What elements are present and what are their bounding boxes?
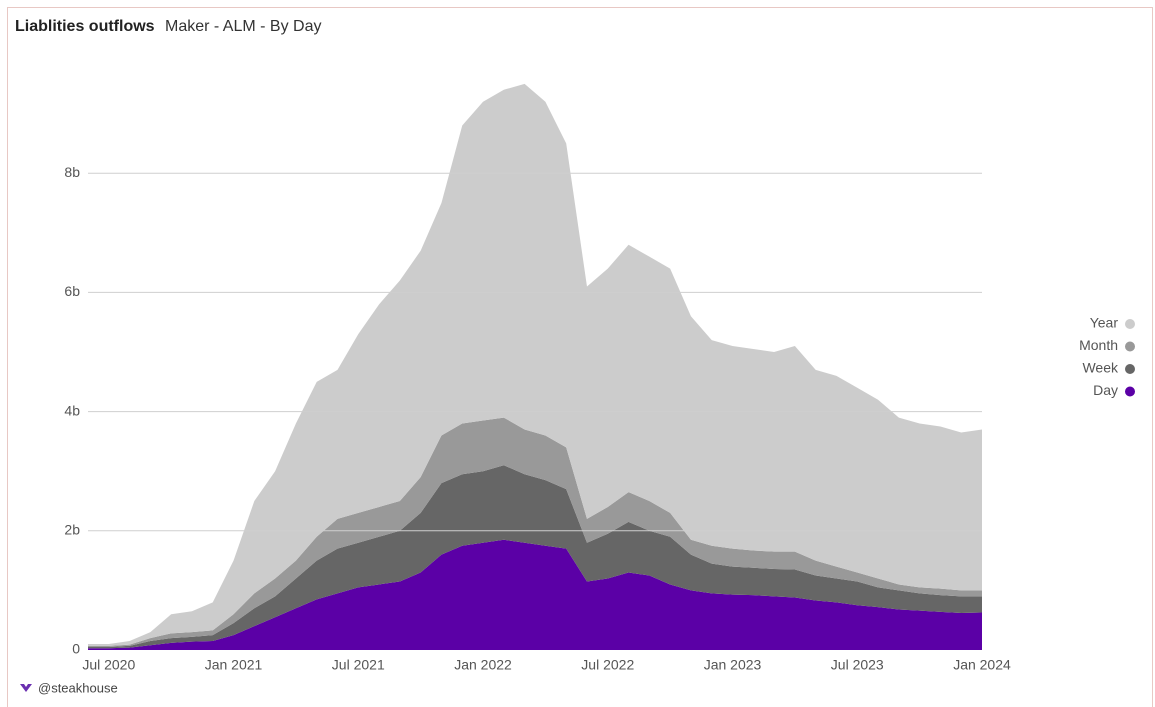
area bbox=[88, 465, 982, 649]
frame bbox=[7, 7, 1153, 707]
y-tick-label: 2b bbox=[64, 522, 80, 538]
logo bbox=[20, 684, 32, 692]
legend-label: Year bbox=[1090, 315, 1119, 331]
x-tick-label: Jul 2021 bbox=[332, 657, 385, 673]
legend-swatch bbox=[1125, 386, 1135, 397]
legend-swatch bbox=[1125, 364, 1135, 374]
chart-subtitle: Maker - ALM - By Day bbox=[165, 18, 321, 35]
x-tick-label: Jan 2021 bbox=[205, 657, 263, 673]
x-tick-label: Jul 2022 bbox=[581, 657, 634, 673]
area bbox=[88, 417, 982, 648]
y-tick-label: 4b bbox=[64, 402, 80, 418]
area bbox=[88, 539, 982, 650]
y-tick-label: 6b bbox=[64, 283, 80, 299]
x-tick-label: Jan 2024 bbox=[953, 657, 1011, 673]
footer: @steakhouse bbox=[38, 680, 118, 695]
x-tick-label: Jul 2023 bbox=[831, 657, 884, 673]
legend-label: Week bbox=[1082, 360, 1119, 376]
chart-title: Liablities outflows bbox=[15, 18, 155, 35]
legend-swatch bbox=[1125, 341, 1135, 352]
x-tick-label: Jan 2022 bbox=[454, 657, 512, 673]
y-tick-label: 0 bbox=[72, 641, 80, 657]
y-tick-label: 8b bbox=[64, 164, 80, 180]
x-tick-label: Jul 2020 bbox=[82, 657, 135, 673]
area bbox=[88, 83, 982, 646]
legend-swatch bbox=[1125, 319, 1135, 329]
legend-label: Day bbox=[1093, 382, 1118, 398]
legend-label: Month bbox=[1079, 337, 1118, 353]
x-tick-label: Jan 2023 bbox=[704, 657, 762, 673]
